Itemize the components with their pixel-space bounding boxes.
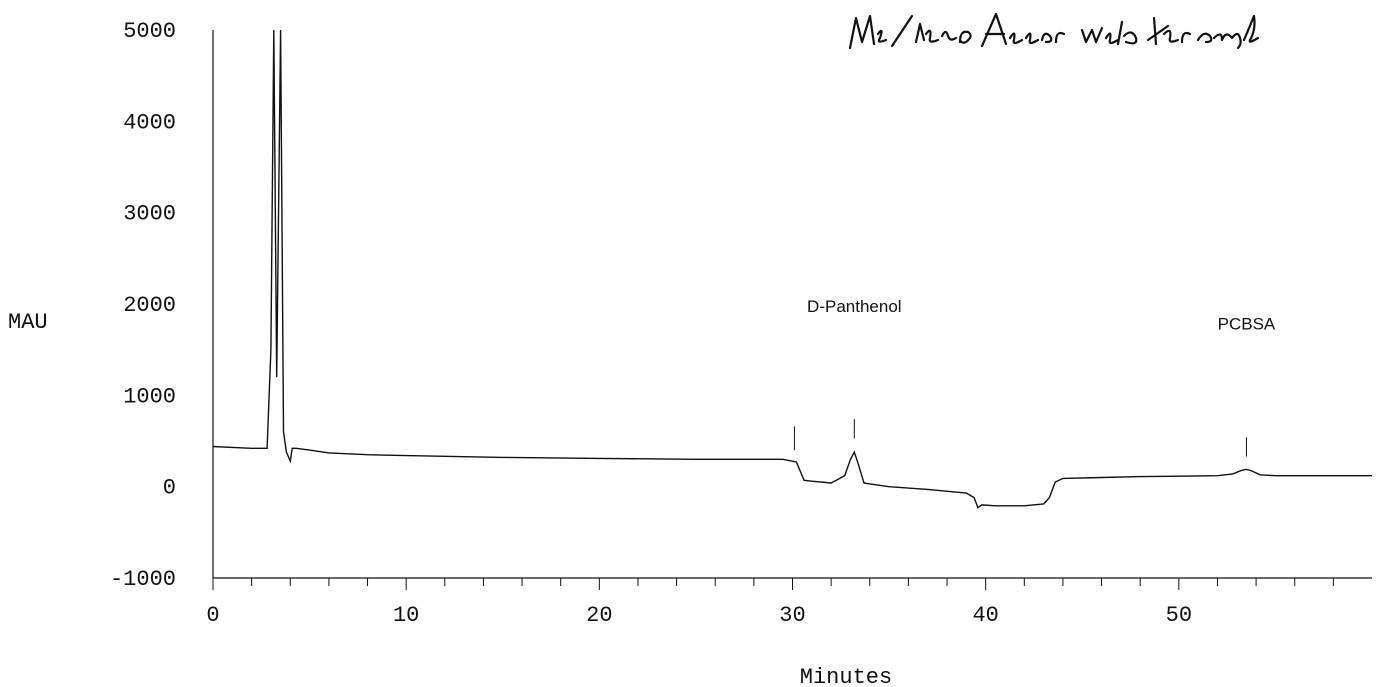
- plot-area: D-Panthenol PCBSA: [212, 29, 1372, 509]
- x-axis: 0 10 20 30 40 50: [206, 577, 1372, 628]
- y-tick-label: 2000: [123, 293, 176, 318]
- x-tick-label: 0: [206, 603, 219, 628]
- x-axis-title: Minutes: [800, 665, 892, 687]
- x-tick-label: 10: [393, 603, 419, 628]
- y-tick-label: 1000: [123, 384, 176, 409]
- y-tick-label: 5000: [123, 19, 176, 44]
- x-tick-label: 50: [1166, 603, 1192, 628]
- x-tick-label: 40: [972, 603, 998, 628]
- y-tick-label: 4000: [123, 110, 176, 135]
- y-axis-title: MAU: [8, 310, 48, 335]
- y-tick-label: -1000: [110, 567, 176, 592]
- peak-label: PCBSA: [1218, 314, 1276, 333]
- handwritten-note: [848, 12, 1260, 50]
- y-tick-label: 3000: [123, 202, 176, 227]
- x-tick-label: 30: [779, 603, 805, 628]
- chromatogram-trace: [212, 29, 1372, 509]
- x-tick-label: 20: [586, 603, 612, 628]
- peak-label: D-Panthenol: [807, 297, 902, 316]
- y-axis: 5000 4000 3000 2000 1000 0 -1000: [110, 19, 214, 592]
- y-tick-label: 0: [163, 476, 176, 501]
